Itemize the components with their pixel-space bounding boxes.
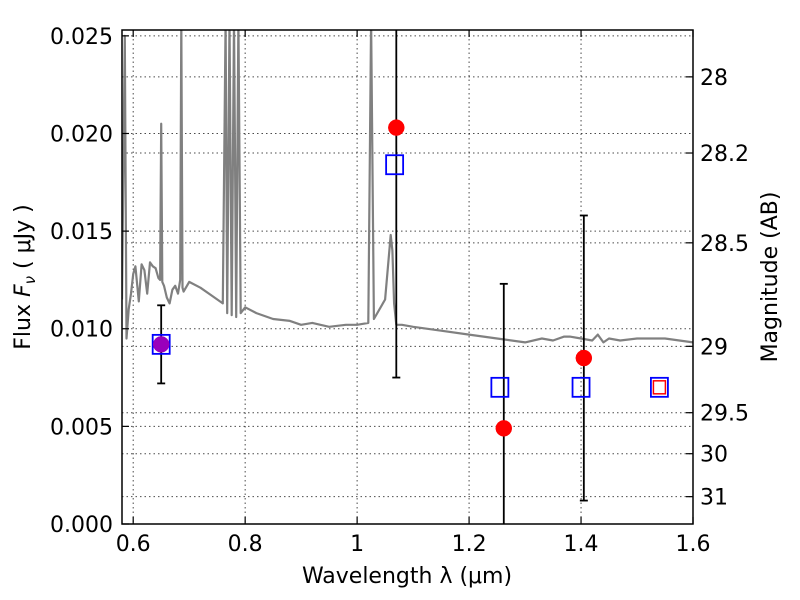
x-tick-label: 1.6: [676, 532, 711, 557]
right-tick-label: 29.5: [700, 402, 749, 427]
y-axis-label: Flux Fν ( μJy ): [11, 204, 39, 349]
plot-frame: [121, 29, 694, 525]
x-tick-label: 1.4: [564, 532, 599, 557]
right-tick-label: 28.2: [700, 142, 749, 167]
model-photometry-square: [490, 376, 510, 398]
plot-area: [122, 30, 693, 524]
right-tick-label: 28: [700, 66, 728, 91]
y-tick-label: 0.010: [50, 318, 113, 343]
observed-point: [388, 119, 405, 136]
right-tick-label: 29: [700, 335, 728, 360]
x-tick-label: 0.6: [116, 532, 151, 557]
right-tick-label: 28.5: [700, 232, 749, 257]
x-axis-label: Wavelength λ (μm): [302, 564, 512, 589]
model-sed-line: [122, 30, 693, 344]
model-photometry-square: [571, 376, 591, 398]
x-tick-label: 1.2: [452, 532, 487, 557]
observed-point: [575, 349, 593, 367]
x-tick-label: 0.8: [228, 532, 263, 557]
y-tick-label: 0.020: [50, 122, 113, 147]
right-tick-label: 31: [700, 486, 728, 511]
observed-point: [495, 420, 513, 437]
model-photometry-square: [385, 154, 405, 176]
x-tick-label: 1: [350, 532, 364, 557]
y-tick-label: 0.025: [50, 25, 113, 50]
model-photometry-square: [650, 376, 669, 398]
y-tick-label: 0.005: [50, 415, 113, 440]
y-tick-label: 0.000: [50, 513, 113, 538]
observed-point: [152, 336, 170, 353]
model-photometry-square: [151, 333, 171, 355]
grid: [122, 30, 693, 524]
y-tick-label: 0.015: [50, 220, 113, 245]
observed-point-marker: [652, 380, 667, 395]
axes: 0.6 0.8 1 1.2 1.4 1.6 0.000 0.005 0.010 0.015 0.02…: [50, 25, 749, 557]
right-y-axis-label: Magnitude (AB): [758, 192, 783, 363]
right-tick-label: 30: [700, 443, 728, 468]
